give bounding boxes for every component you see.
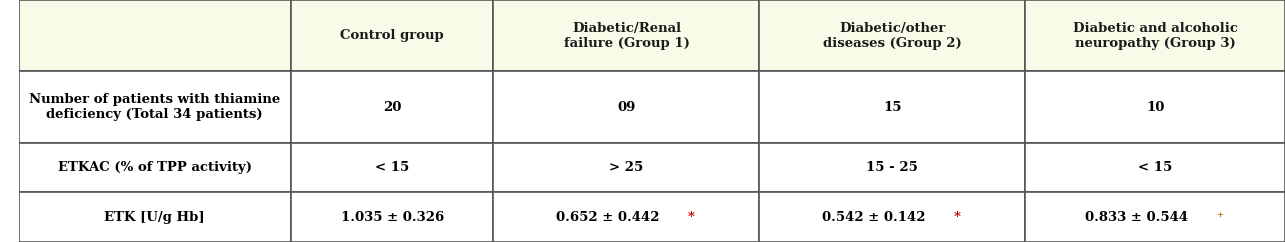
Bar (18, 143, 290, 192)
Text: 0.542 ± 0.142: 0.542 ± 0.142 (822, 211, 925, 224)
Text: 20: 20 (383, 101, 401, 113)
Bar (759, 0, 1025, 71)
Text: 0.652 ± 0.442: 0.652 ± 0.442 (556, 211, 659, 224)
Text: ETKAC (% of TPP activity): ETKAC (% of TPP activity) (58, 161, 252, 174)
Text: Diabetic/Renal
failure (Group 1): Diabetic/Renal failure (Group 1) (564, 22, 689, 50)
Bar (759, 71, 1025, 143)
Text: Number of patients with thiamine
deficiency (Total 34 patients): Number of patients with thiamine deficie… (30, 93, 280, 121)
Bar (493, 143, 759, 192)
Text: *: * (953, 211, 961, 224)
Bar (1025, 0, 1285, 71)
Bar (18, 192, 290, 242)
Bar (290, 71, 493, 143)
Text: < 15: < 15 (375, 161, 410, 174)
Bar (759, 143, 1025, 192)
Text: > 25: > 25 (609, 161, 644, 174)
Text: Diabetic and alcoholic
neuropathy (Group 3): Diabetic and alcoholic neuropathy (Group… (1073, 22, 1237, 50)
Text: 15 - 25: 15 - 25 (866, 161, 919, 174)
Bar (1025, 71, 1285, 143)
Text: *: * (687, 211, 695, 224)
Bar (18, 71, 290, 143)
Text: Diabetic/other
diseases (Group 2): Diabetic/other diseases (Group 2) (822, 22, 961, 50)
Bar (1025, 143, 1285, 192)
Text: ETK [U/g Hb]: ETK [U/g Hb] (104, 211, 206, 224)
Text: 1.035 ± 0.326: 1.035 ± 0.326 (341, 211, 443, 224)
Text: ⁺: ⁺ (1217, 211, 1223, 224)
Bar (290, 192, 493, 242)
Text: 15: 15 (883, 101, 902, 113)
Bar (290, 0, 493, 71)
Bar (493, 192, 759, 242)
Bar (18, 0, 290, 71)
Text: 10: 10 (1146, 101, 1164, 113)
Bar (493, 0, 759, 71)
Bar (290, 143, 493, 192)
Bar (493, 71, 759, 143)
Bar (1025, 192, 1285, 242)
Text: 0.833 ± 0.544: 0.833 ± 0.544 (1085, 211, 1189, 224)
Text: Control group: Control group (341, 29, 445, 42)
Text: 09: 09 (617, 101, 636, 113)
Bar (759, 192, 1025, 242)
Text: < 15: < 15 (1139, 161, 1172, 174)
